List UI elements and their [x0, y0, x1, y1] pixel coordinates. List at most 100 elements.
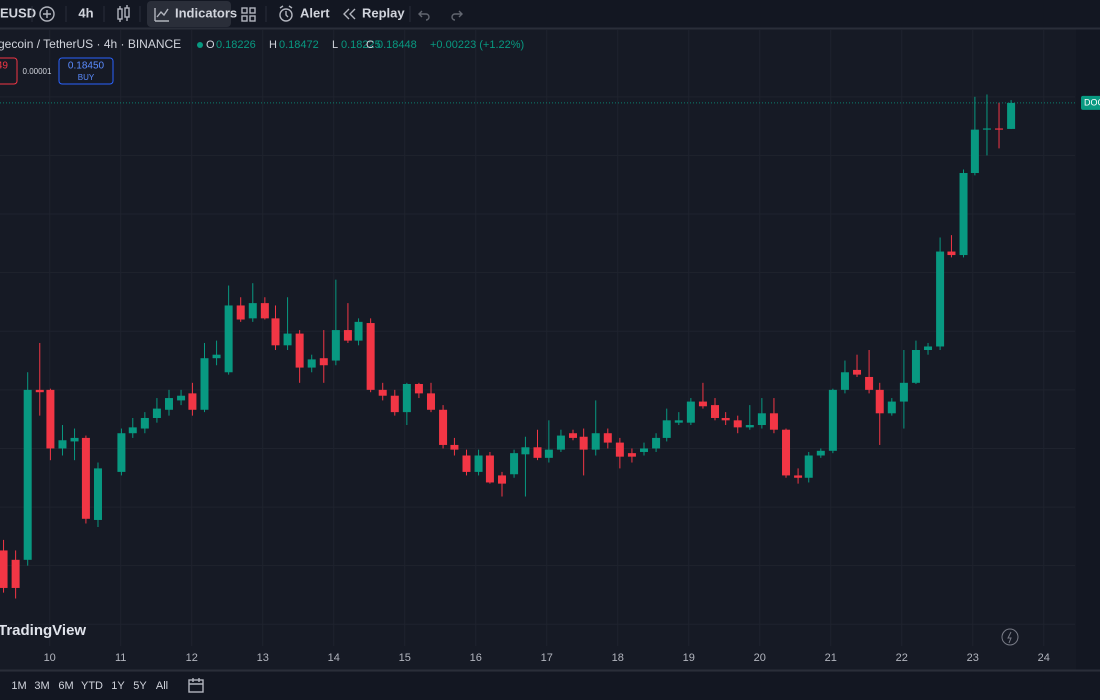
bottom-bar [0, 672, 1100, 700]
candle-body [936, 251, 945, 347]
ranges: 1M 3M 6M YTD 1Y 5Y All [11, 680, 168, 692]
candle-body [474, 455, 483, 472]
range-button[interactable]: YTD [81, 680, 103, 692]
candle-body [164, 398, 173, 410]
chart-type[interactable] [117, 5, 130, 22]
candle-body [652, 437, 661, 449]
candle-body [804, 455, 813, 478]
candle-body [970, 129, 979, 174]
candle-body [224, 305, 233, 373]
range-button[interactable]: 6M [58, 680, 73, 692]
go-to-date[interactable] [188, 678, 204, 693]
candle-body [698, 401, 707, 407]
candle-body [615, 442, 624, 457]
candle-body [343, 330, 352, 341]
candle-body [378, 389, 387, 396]
undo[interactable] [418, 10, 430, 21]
candle-body [93, 468, 102, 520]
x-tick-label: 12 [186, 652, 198, 664]
candle-body [117, 433, 126, 472]
buy-label: BUY [78, 73, 95, 82]
candle-body [721, 417, 730, 421]
candle-body [711, 405, 720, 418]
candle-body [402, 383, 411, 413]
candle-body [603, 433, 612, 443]
sell-button[interactable] [0, 57, 18, 85]
price-axis [1076, 29, 1100, 670]
candle-body [390, 395, 399, 413]
candle-body [46, 389, 55, 449]
candle-body [23, 389, 32, 560]
lightning-button[interactable] [1001, 628, 1019, 646]
c-value: 0.18448 [377, 39, 417, 51]
range-button[interactable]: 1M [11, 680, 26, 692]
x-tick-label: 13 [257, 652, 269, 664]
candle-body [188, 393, 197, 410]
buy-button[interactable] [58, 57, 114, 85]
add-symbol[interactable] [39, 6, 55, 22]
candle-body [569, 433, 578, 438]
candle-body [911, 350, 920, 383]
range-button[interactable]: All [156, 680, 168, 692]
o-label: O [206, 39, 215, 51]
interval[interactable]: 4h [78, 5, 93, 20]
candle-body [745, 425, 754, 428]
logo[interactable]: TradingView [0, 622, 86, 639]
price-tag [1081, 95, 1100, 110]
candle-body [853, 369, 862, 375]
candle-body [200, 358, 209, 410]
replay-button[interactable]: Replay [343, 5, 405, 20]
range-button[interactable]: 3M [34, 680, 49, 692]
candle-body [236, 305, 245, 320]
candle-body [0, 550, 8, 588]
candle-body [579, 436, 588, 450]
range-button[interactable]: 5Y [133, 680, 147, 692]
candle-body [331, 330, 340, 361]
range-button[interactable]: 1Y [111, 680, 125, 692]
x-tick-label: 10 [44, 652, 56, 664]
candle-body [887, 401, 896, 414]
c-label: C [366, 39, 374, 51]
buy-price: 0.18450 [68, 61, 105, 72]
ohlc: O 0.18226 H 0.18472 L 0.18225 C 0.18448 … [206, 39, 524, 51]
candle-body [521, 447, 530, 455]
candle-body [11, 559, 20, 588]
grid [0, 30, 1075, 646]
x-tick-label: 22 [896, 652, 908, 664]
l-value: 0.18225 [341, 39, 381, 51]
candle-body [450, 444, 459, 450]
candle-body [794, 475, 803, 478]
indicators-label: Indicators [175, 5, 237, 20]
redo[interactable] [451, 10, 463, 21]
candle-body [140, 417, 149, 429]
candle-body [248, 303, 257, 319]
alert-button[interactable]: Alert [279, 5, 330, 22]
candle-body [686, 401, 695, 423]
x-tick-label: 23 [967, 652, 979, 664]
x-tick-label: 15 [399, 652, 411, 664]
h-value: 0.18472 [279, 39, 319, 51]
candle-body [828, 389, 837, 451]
candle-body [640, 448, 649, 452]
replay-label: Replay [362, 5, 405, 20]
candle-body [485, 455, 494, 483]
candle-body [544, 449, 553, 458]
x-tick-label: 24 [1038, 652, 1050, 664]
candle-body [899, 382, 908, 402]
symbol[interactable]: EUSD [0, 5, 36, 20]
candle-body [924, 346, 933, 350]
candle-body [1007, 102, 1016, 129]
candle-body [959, 173, 968, 256]
candle-body [271, 318, 280, 346]
candle-body [319, 358, 328, 366]
x-tick-label: 14 [328, 652, 340, 664]
candle-body [260, 303, 269, 319]
l-label: L [332, 39, 338, 51]
layouts[interactable] [241, 7, 256, 22]
x-tick-label: 16 [470, 652, 482, 664]
candle-body [662, 420, 671, 438]
alert-label: Alert [300, 5, 330, 20]
